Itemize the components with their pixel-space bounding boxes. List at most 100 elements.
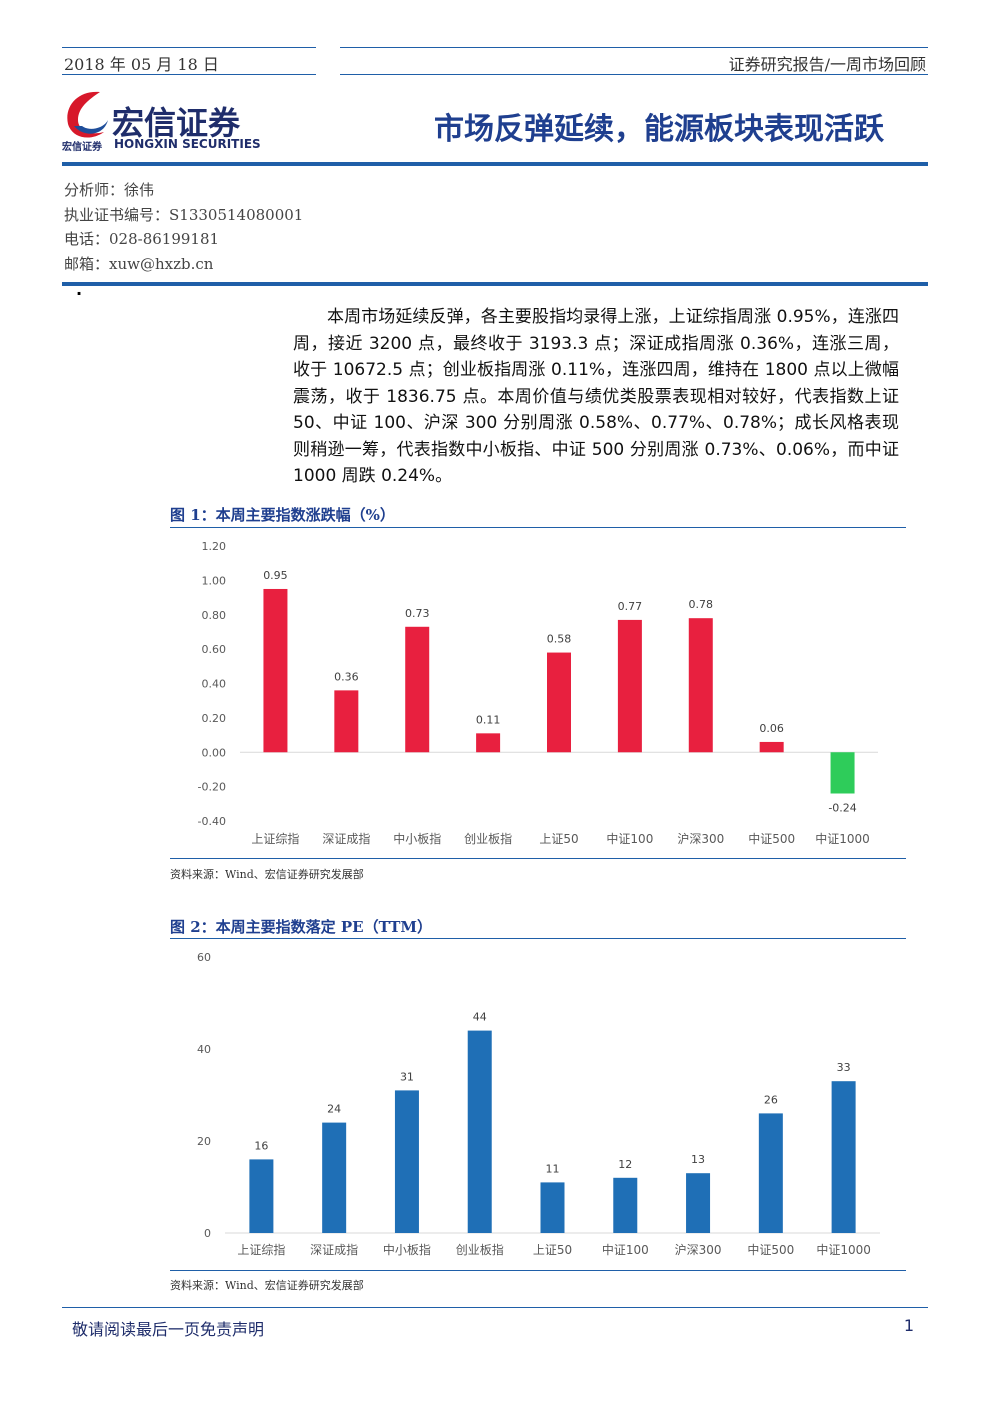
- data-label: 33: [837, 1061, 851, 1074]
- bar: [613, 1177, 638, 1233]
- y-tick-label: 0.40: [202, 678, 227, 691]
- logo-small: 宏信证券: [62, 142, 102, 153]
- x-tick-label: 上证50: [533, 1243, 572, 1257]
- data-label: 12: [618, 1158, 632, 1171]
- bullet: ·: [76, 284, 83, 303]
- y-tick-label: -0.40: [198, 815, 226, 828]
- data-label: 0.58: [547, 633, 572, 646]
- data-label: 31: [400, 1070, 414, 1083]
- data-label: 0.06: [759, 722, 784, 735]
- x-tick-label: 上证50: [539, 832, 578, 846]
- title: 市场反弹延续，能源板块表现活跃: [434, 112, 884, 147]
- analyst-line: 邮箱：xuw@hxzb.cn: [64, 254, 214, 273]
- analyst: 分析师：徐伟 执业证书编号：S1330514080001 电话：028-8619…: [64, 178, 303, 276]
- x-tick-label: 中小板指: [383, 1242, 431, 1257]
- x-tick-label: 深证成指: [322, 831, 370, 846]
- rule: [62, 1307, 928, 1308]
- data-label: 11: [546, 1162, 560, 1175]
- bar: [547, 652, 571, 753]
- bar: [686, 1173, 711, 1233]
- data-label: 44: [473, 1011, 487, 1024]
- bar: [540, 1182, 565, 1233]
- date: 2018 年 05 月 18 日: [64, 55, 219, 74]
- x-tick-label: 创业板指: [464, 831, 512, 846]
- rule: [62, 162, 928, 166]
- x-tick-label: 沪深300: [675, 1243, 722, 1257]
- rule: [340, 47, 928, 48]
- rule: [62, 74, 316, 75]
- analyst-line: 执业证书编号：S1330514080001: [64, 205, 304, 224]
- y-tick-label: 1.20: [202, 540, 227, 553]
- x-tick-label: 中证500: [747, 1242, 794, 1257]
- analyst-line: 分析师：徐伟: [64, 181, 155, 199]
- figure-source: 资料来源：Wind、宏信证券研究发展部: [170, 868, 364, 881]
- y-tick-label: 1.00: [202, 574, 227, 587]
- data-label: 0.11: [476, 713, 501, 726]
- bar: [322, 1122, 347, 1233]
- y-tick-label: 40: [197, 1043, 211, 1056]
- page-number: 1: [903, 1316, 914, 1335]
- rule: [170, 938, 906, 939]
- data-label: 0.77: [618, 600, 643, 613]
- x-tick-label: 中证100: [602, 1242, 649, 1257]
- logo-english: HONGXIN SECURITIES: [114, 137, 261, 151]
- figure-source: 资料来源：Wind、宏信证券研究发展部: [170, 1279, 364, 1292]
- x-tick-label: 中证500: [748, 831, 795, 846]
- y-tick-label: 20: [197, 1135, 211, 1148]
- logo-name: 宏信证券: [112, 104, 241, 142]
- rule: [62, 47, 316, 48]
- rule: [170, 527, 906, 528]
- y-tick-label: 0.20: [202, 712, 227, 725]
- x-tick-label: 沪深300: [677, 832, 724, 846]
- analyst-line: 电话：028-86199181: [64, 230, 220, 248]
- x-tick-label: 深证成指: [310, 1242, 358, 1257]
- y-tick-label: 0.00: [202, 746, 227, 759]
- bar: [759, 741, 784, 753]
- y-tick-label: 60: [197, 951, 211, 964]
- y-tick-label: 0.60: [202, 643, 227, 656]
- bar: [249, 1159, 274, 1233]
- bar: [617, 619, 642, 753]
- bar: [476, 733, 501, 753]
- rule: [62, 282, 928, 286]
- data-label: 13: [691, 1153, 705, 1166]
- chart: -0.40 -0.20 0.00 0.20 0.40 0.60 0.80 1.00 1.20 上证…: [198, 540, 878, 846]
- bar: [405, 626, 430, 753]
- bar: [688, 618, 713, 753]
- bar: [831, 1081, 856, 1233]
- data-label: 16: [254, 1139, 268, 1152]
- data-label: 26: [764, 1093, 778, 1106]
- y-tick-label: -0.20: [198, 781, 226, 794]
- bar: [334, 690, 359, 753]
- data-label: -0.24: [828, 802, 856, 815]
- bar: [758, 1113, 783, 1233]
- body-text: 本周市场延续反弹，各主要股指均录得上涨，上证综指周涨 0.95%，连涨四周，接近…: [293, 307, 899, 486]
- rule: [170, 1270, 906, 1271]
- x-tick-label: 中证1000: [815, 831, 870, 846]
- x-tick-label: 中证100: [606, 831, 653, 846]
- bar: [467, 1030, 492, 1233]
- x-tick-label: 上证综指: [251, 831, 299, 846]
- figure-caption: 图 2：本周主要指数落定 PE（TTM）: [170, 918, 432, 936]
- chart: 0 20 40 60 上证综指 16 深证成指 24 中小板指 31 创业板指 44 上证50 11 中证1…: [197, 951, 880, 1257]
- rule: [170, 858, 906, 859]
- data-label: 0.73: [405, 607, 430, 620]
- data-label: 0.95: [263, 569, 288, 582]
- disclaimer: 敬请阅读最后一页免责声明: [72, 1320, 265, 1339]
- x-tick-label: 中证1000: [816, 1242, 871, 1257]
- figure-caption: 图 1：本周主要指数涨跌幅（%）: [170, 506, 395, 524]
- data-label: 0.36: [334, 670, 359, 683]
- x-tick-label: 上证综指: [237, 1242, 285, 1257]
- x-tick-label: 中小板指: [393, 831, 441, 846]
- data-label: 0.78: [689, 598, 714, 611]
- bar: [394, 1090, 419, 1233]
- bar: [830, 752, 855, 794]
- rule: [340, 74, 928, 75]
- report-type: 证券研究报告/一周市场回顾: [728, 55, 926, 74]
- y-tick-label: 0.80: [202, 609, 227, 622]
- x-tick-label: 创业板指: [456, 1242, 504, 1257]
- y-tick-label: 0: [204, 1227, 211, 1240]
- bar: [263, 588, 288, 753]
- data-label: 24: [327, 1103, 341, 1116]
